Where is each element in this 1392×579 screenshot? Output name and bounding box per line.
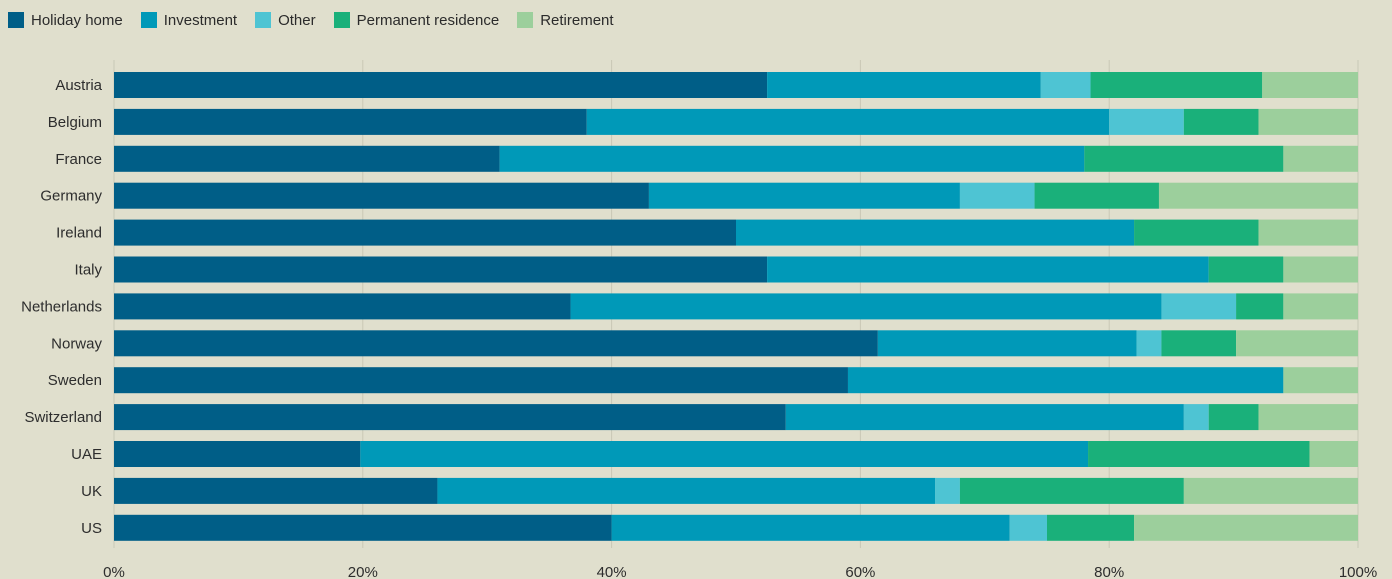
bar-uk-holiday-home	[114, 477, 438, 504]
bar-switzerland-investment	[785, 404, 1184, 431]
legend-label: Permanent residence	[356, 11, 500, 29]
bar-germany-retirement	[1158, 182, 1358, 209]
category-label-us: US	[81, 520, 102, 537]
bar-italy-retirement	[1283, 256, 1358, 283]
bar-uae-holiday-home	[114, 441, 361, 467]
x-tick-label: 100%	[1339, 564, 1377, 579]
x-tick-label: 40%	[597, 564, 627, 579]
bar-switzerland-other	[1183, 404, 1209, 431]
bar-uae-permanent-residence	[1088, 441, 1310, 467]
bar-uae-investment	[360, 441, 1089, 467]
category-label-sweden: Sweden	[48, 372, 102, 389]
legend-label: Retirement	[540, 11, 614, 29]
bar-ireland-permanent-residence	[1134, 219, 1259, 246]
bar-netherlands-holiday-home	[114, 293, 571, 320]
bar-ireland-investment	[736, 219, 1135, 246]
bar-norway-permanent-residence	[1161, 330, 1237, 357]
bar-austria-investment	[767, 72, 1041, 98]
bar-us-investment	[611, 514, 1010, 541]
bar-us-retirement	[1134, 514, 1358, 541]
bar-us-other	[1009, 514, 1047, 541]
category-label-germany: Germany	[40, 188, 102, 205]
bar-germany-investment	[648, 182, 960, 209]
bars	[114, 72, 1358, 541]
legend-item-investment: Investment	[140, 11, 238, 29]
bar-sweden-holiday-home	[114, 367, 848, 394]
bar-sweden-investment	[847, 367, 1284, 394]
legend-swatch	[8, 12, 24, 28]
category-label-switzerland: Switzerland	[24, 409, 102, 426]
bar-france-holiday-home	[114, 145, 500, 172]
legend-item-retirement: Retirement	[517, 11, 614, 29]
bar-uae-retirement	[1309, 441, 1358, 467]
bar-germany-permanent-residence	[1034, 182, 1159, 209]
category-label-belgium: Belgium	[48, 114, 102, 131]
bar-uk-other	[935, 477, 960, 504]
bar-us-holiday-home	[114, 514, 612, 541]
legend-item-other: Other	[255, 12, 316, 29]
bar-italy-investment	[767, 256, 1209, 283]
bar-netherlands-permanent-residence	[1236, 293, 1284, 320]
bar-france-investment	[499, 145, 1085, 172]
bar-belgium-other	[1109, 108, 1184, 135]
category-label-ireland: Ireland	[56, 225, 102, 242]
bar-germany-other	[959, 182, 1035, 209]
x-axis-ticks: 0% 20% 40% 60% 80% 100%	[103, 564, 1377, 579]
bar-uk-retirement	[1183, 477, 1358, 504]
chart-legend: Holiday home Investment Other Permanent res…	[8, 10, 632, 30]
bar-uk-investment	[437, 477, 936, 504]
bar-belgium-retirement	[1258, 108, 1358, 135]
bar-switzerland-retirement	[1258, 404, 1358, 431]
bar-austria-other	[1040, 72, 1091, 98]
category-label-france: France	[55, 151, 102, 168]
bar-germany-holiday-home	[114, 182, 649, 209]
bar-italy-permanent-residence	[1208, 256, 1284, 283]
bar-netherlands-other	[1161, 293, 1237, 320]
x-tick-label: 20%	[348, 564, 378, 579]
category-label-uk: UK	[81, 483, 102, 500]
bar-belgium-permanent-residence	[1183, 108, 1259, 135]
bar-uk-permanent-residence	[959, 477, 1184, 504]
category-label-austria: Austria	[55, 77, 102, 94]
bar-sweden-retirement	[1283, 367, 1358, 394]
category-labels: Austria Belgium France Germany Ireland Italy N…	[21, 77, 103, 537]
bar-austria-holiday-home	[114, 72, 768, 98]
bar-france-permanent-residence	[1084, 145, 1284, 172]
legend-label: Investment	[163, 11, 238, 29]
legend-swatch	[517, 12, 534, 28]
legend-item-holiday-home: Holiday home	[8, 12, 123, 29]
bar-norway-retirement	[1236, 330, 1358, 357]
bar-netherlands-investment	[570, 293, 1162, 320]
category-label-uae: UAE	[71, 446, 102, 463]
legend-item-permanent-residence: Permanent residence	[333, 11, 500, 29]
category-label-norway: Norway	[51, 335, 102, 352]
bar-switzerland-holiday-home	[114, 404, 786, 431]
bar-austria-permanent-residence	[1090, 72, 1263, 98]
category-label-italy: Italy	[74, 262, 102, 279]
category-label-netherlands: Netherlands	[21, 298, 102, 315]
x-tick-label: 80%	[1094, 564, 1124, 579]
bar-norway-holiday-home	[114, 330, 878, 357]
bar-norway-other	[1136, 330, 1162, 357]
bar-switzerland-permanent-residence	[1208, 404, 1259, 431]
bar-ireland-holiday-home	[114, 219, 736, 246]
legend-swatch	[333, 12, 350, 28]
bar-belgium-holiday-home	[114, 108, 587, 135]
bar-ireland-retirement	[1258, 219, 1358, 246]
bar-belgium-investment	[586, 108, 1110, 135]
bar-austria-retirement	[1262, 72, 1358, 98]
bar-italy-holiday-home	[114, 256, 768, 283]
x-tick-label: 0%	[103, 564, 125, 579]
bar-us-permanent-residence	[1047, 514, 1135, 541]
bar-norway-investment	[877, 330, 1137, 357]
legend-swatch	[140, 12, 157, 28]
legend-swatch	[255, 12, 272, 28]
bar-netherlands-retirement	[1283, 293, 1358, 320]
bar-france-retirement	[1283, 145, 1358, 172]
legend-label: Holiday home	[31, 11, 123, 29]
x-tick-label: 60%	[845, 564, 875, 579]
legend-label: Other	[278, 11, 316, 29]
